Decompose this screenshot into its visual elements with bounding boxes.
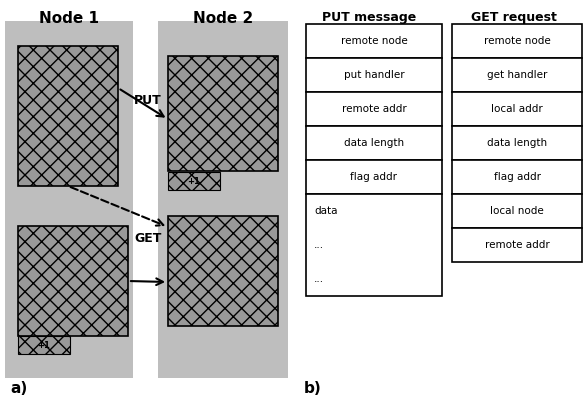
- Bar: [306, 58, 442, 92]
- Bar: [452, 92, 582, 126]
- Bar: [452, 24, 582, 58]
- Text: +1: +1: [38, 341, 51, 350]
- Text: b): b): [304, 381, 322, 396]
- Text: ...: ...: [314, 240, 324, 250]
- Bar: [452, 194, 582, 228]
- Bar: [452, 58, 582, 92]
- Bar: [18, 46, 118, 186]
- Text: data length: data length: [487, 138, 547, 148]
- Text: remote addr: remote addr: [485, 240, 549, 250]
- Bar: [306, 160, 442, 194]
- Text: put handler: put handler: [344, 70, 405, 80]
- Text: get handler: get handler: [487, 70, 547, 80]
- Text: PUT: PUT: [134, 95, 162, 107]
- Text: PUT message: PUT message: [322, 11, 416, 24]
- Text: local node: local node: [490, 206, 544, 216]
- Bar: [306, 92, 442, 126]
- Text: flag addr: flag addr: [493, 172, 540, 182]
- Bar: [306, 126, 442, 160]
- Text: a): a): [10, 381, 27, 396]
- Bar: [452, 160, 582, 194]
- Bar: [18, 226, 128, 336]
- Text: ...: ...: [314, 274, 324, 284]
- Bar: [306, 194, 442, 296]
- Bar: [168, 216, 278, 326]
- Text: GET request: GET request: [471, 11, 557, 24]
- Text: remote node: remote node: [483, 36, 550, 46]
- Text: remote addr: remote addr: [342, 104, 406, 114]
- Text: +1: +1: [188, 177, 201, 185]
- Text: flag addr: flag addr: [350, 172, 397, 182]
- Bar: [5, 21, 133, 378]
- Text: data: data: [314, 206, 338, 216]
- Bar: [306, 24, 442, 58]
- Bar: [168, 56, 278, 171]
- Bar: [168, 172, 220, 190]
- Bar: [452, 126, 582, 160]
- Text: Node 1: Node 1: [39, 11, 99, 26]
- Bar: [18, 336, 70, 354]
- Bar: [158, 21, 288, 378]
- Text: Node 2: Node 2: [193, 11, 253, 26]
- Bar: [452, 228, 582, 262]
- Text: remote node: remote node: [340, 36, 407, 46]
- Text: GET: GET: [134, 232, 162, 244]
- Text: local addr: local addr: [491, 104, 543, 114]
- Text: data length: data length: [344, 138, 404, 148]
